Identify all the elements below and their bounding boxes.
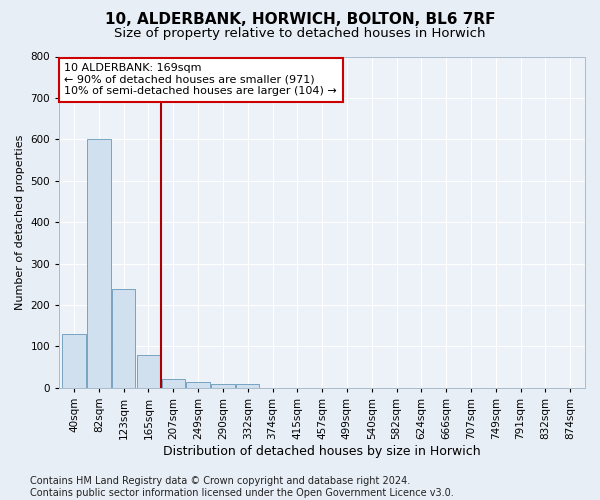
Text: 10, ALDERBANK, HORWICH, BOLTON, BL6 7RF: 10, ALDERBANK, HORWICH, BOLTON, BL6 7RF [105,12,495,28]
Text: Size of property relative to detached houses in Horwich: Size of property relative to detached ho… [114,28,486,40]
Bar [87,140,110,388]
X-axis label: Distribution of detached houses by size in Horwich: Distribution of detached houses by size … [163,444,481,458]
Bar [137,354,160,388]
Bar [236,384,259,388]
Bar [161,378,185,388]
Bar [211,384,235,388]
Text: 10 ALDERBANK: 169sqm
← 90% of detached houses are smaller (971)
10% of semi-deta: 10 ALDERBANK: 169sqm ← 90% of detached h… [64,63,337,96]
Bar [62,334,86,388]
Text: Contains HM Land Registry data © Crown copyright and database right 2024.
Contai: Contains HM Land Registry data © Crown c… [30,476,454,498]
Bar [187,382,210,388]
Y-axis label: Number of detached properties: Number of detached properties [15,134,25,310]
Bar [112,289,136,388]
